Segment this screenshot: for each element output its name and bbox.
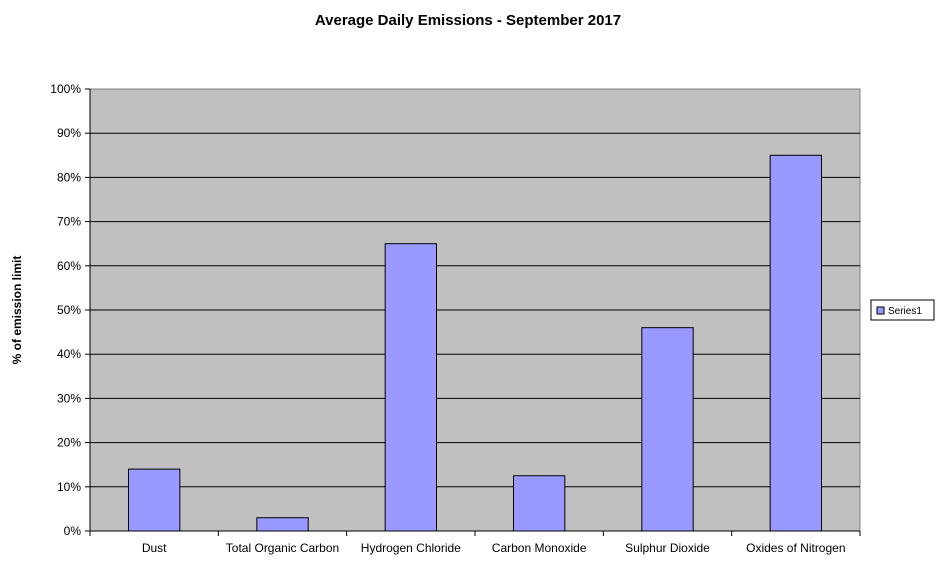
bar (769, 154, 823, 532)
y-tick-label: 50% (57, 303, 81, 317)
y-tick-label: 20% (57, 436, 81, 450)
legend-box (870, 299, 935, 321)
gridlines (90, 132, 860, 488)
y-tick-label: 100% (50, 82, 81, 96)
x-category-label: Oxides of Nitrogen (746, 541, 845, 555)
legend-swatch (876, 306, 885, 315)
x-category-label: Carbon Monoxide (492, 541, 587, 555)
legend: Series1 (870, 299, 935, 321)
x-category-label: Total Organic Carbon (226, 541, 339, 555)
y-axis-ticks: 0% 10% 20% 30% 40% 50% 60% 70% 80% 90% 100% (50, 82, 91, 538)
y-tick-label: 80% (57, 170, 81, 184)
x-category-label: Dust (142, 541, 167, 555)
y-tick-label: 40% (57, 347, 81, 361)
y-tick-label: 30% (57, 391, 81, 405)
bar (384, 243, 437, 532)
x-category-label: Sulphur Dioxide (625, 541, 710, 555)
y-axis-label: % of emission limit (10, 256, 24, 365)
bar (641, 327, 694, 532)
bar (128, 468, 181, 532)
bar (256, 517, 309, 532)
chart-title: Average Daily Emissions - September 2017 (315, 12, 621, 29)
x-category-label: Hydrogen Chloride (361, 541, 461, 555)
y-tick-label: 10% (57, 480, 81, 494)
y-tick-label: 0% (64, 524, 82, 538)
y-tick-label: 90% (57, 126, 81, 140)
y-tick-label: 60% (57, 259, 81, 273)
bar (513, 475, 566, 532)
x-axis-categories: Dust Total Organic Carbon Hydrogen Chlorid… (89, 530, 861, 555)
bars (128, 154, 823, 532)
y-tick-label: 70% (57, 215, 81, 229)
legend-label: Series1 (888, 306, 922, 317)
